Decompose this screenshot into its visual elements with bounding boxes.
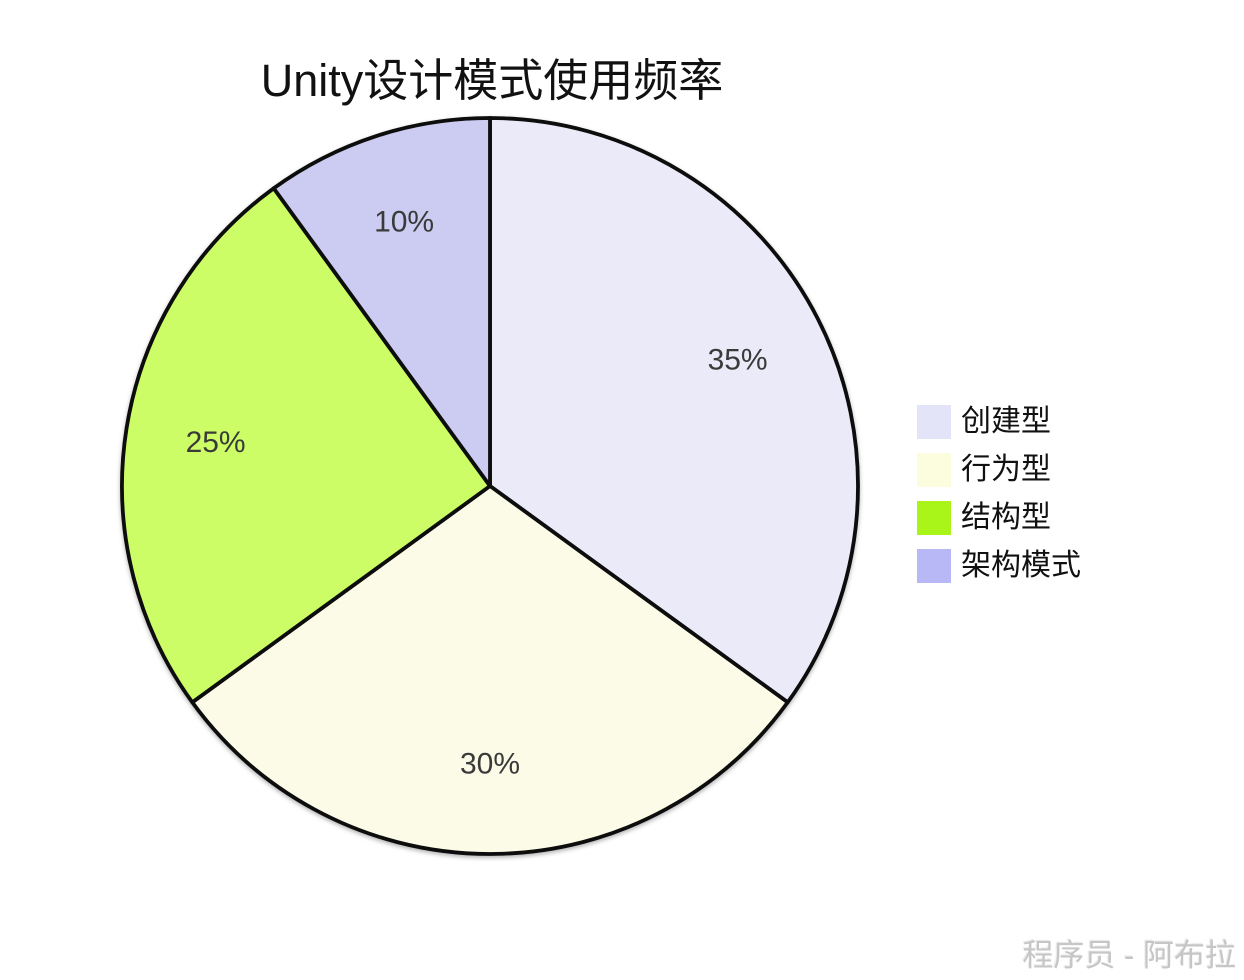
legend-label: 行为型 <box>961 453 1051 486</box>
legend-label: 创建型 <box>961 405 1051 438</box>
slice-label: 30% <box>460 747 520 780</box>
legend-item: 创建型 <box>917 398 1081 446</box>
legend-swatch <box>917 501 951 535</box>
watermark-text: 程序员 - 阿布拉 <box>1022 938 1236 973</box>
legend: 创建型行为型结构型架构模式 <box>917 398 1081 590</box>
legend-swatch <box>917 453 951 487</box>
legend-label: 结构型 <box>961 501 1051 534</box>
legend-label: 架构模式 <box>961 549 1081 582</box>
pie-slice <box>120 186 492 705</box>
pie-slice <box>271 116 492 488</box>
pie-slices-group <box>120 116 860 856</box>
pie-labels-group: 35% 30% 25% 10% <box>186 205 768 780</box>
chart-title: Unity设计模式使用频率 <box>260 55 724 106</box>
slice-label: 10% <box>374 205 434 238</box>
legend-item: 行为型 <box>917 446 1081 494</box>
legend-swatch <box>917 405 951 439</box>
slice-label: 35% <box>708 343 768 376</box>
pie-slice <box>190 484 790 856</box>
legend-swatch <box>917 549 951 583</box>
slice-label: 25% <box>186 426 246 459</box>
legend-item: 架构模式 <box>917 542 1081 590</box>
legend-item: 结构型 <box>917 494 1081 542</box>
pie-slice <box>488 116 860 705</box>
